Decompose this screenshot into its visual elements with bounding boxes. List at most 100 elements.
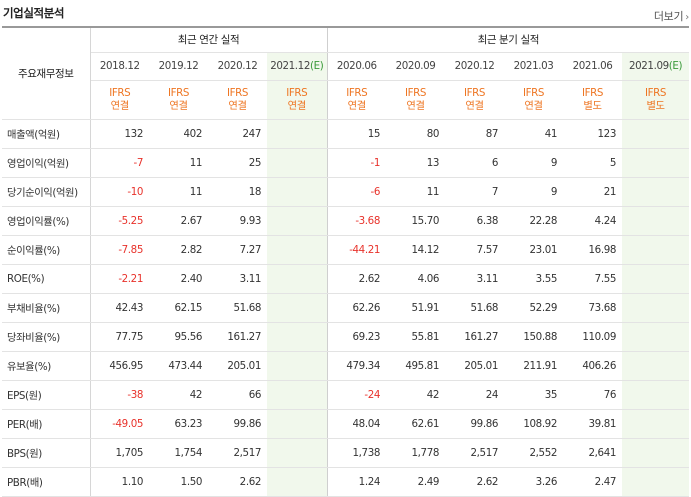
period-header: 2020.09 — [386, 51, 445, 81]
table-cell — [622, 322, 690, 352]
table-cell: 2.62 — [326, 264, 386, 294]
row-label: 유보율(%) — [2, 351, 91, 381]
table-cell: 108.92 — [504, 409, 563, 439]
table-cell: 473.44 — [149, 351, 208, 381]
annual-group-header: 최근 연간 실적 — [90, 27, 327, 53]
row-label: 당기순이익(억원) — [2, 177, 91, 207]
table-cell — [267, 380, 327, 410]
row-header-label: 주요재무정보 — [2, 27, 91, 120]
standard-line1: IFRS — [581, 86, 604, 99]
table-cell — [267, 409, 327, 439]
table-cell — [622, 235, 690, 265]
period-header: 2021.12(E) — [267, 51, 327, 81]
table-cell: 99.86 — [208, 409, 267, 439]
table-cell: 15 — [326, 119, 386, 149]
table-cell — [622, 177, 690, 207]
chevron-right-icon: › — [685, 12, 689, 23]
period-date: 2020.12 — [217, 60, 258, 72]
period-date: 2021.06 — [572, 60, 613, 72]
table-cell: -49.05 — [90, 409, 149, 439]
accounting-standard: IFRS 연결 — [90, 80, 149, 120]
accounting-standard: IFRS 연결 — [445, 80, 504, 120]
table-row: 영업이익률(%) -5.25 2.67 9.93 -3.68 15.70 6.38 22.28… — [2, 206, 690, 236]
table-cell: 1,738 — [326, 438, 386, 468]
standard-line1: IFRS — [404, 86, 427, 99]
standard-line1: IFRS — [645, 86, 667, 99]
row-label: 영업이익률(%) — [2, 206, 91, 236]
table-cell: -6 — [326, 177, 386, 207]
table-cell: 42 — [386, 380, 445, 410]
accounting-standard: IFRS 연결 — [149, 80, 208, 120]
table-cell: 4.06 — [386, 264, 445, 294]
table-cell: 15.70 — [386, 206, 445, 236]
table-cell — [622, 380, 690, 410]
more-label: 더보기 — [653, 10, 684, 23]
table-cell: 1.50 — [149, 467, 208, 497]
standard-line2: 별도 — [646, 99, 665, 112]
table-cell: 495.81 — [386, 351, 445, 381]
table-row: 당기순이익(억원) -10 11 18 -6 11 7 9 21 — [2, 177, 690, 207]
table-cell: 1.24 — [326, 467, 386, 497]
table-cell — [267, 467, 327, 497]
table-row: 영업이익(억원) -7 11 25 -1 13 6 9 5 — [2, 148, 690, 178]
table-cell: 7.57 — [445, 235, 504, 265]
table-cell: -2.21 — [90, 264, 149, 294]
table-cell: 9 — [504, 177, 563, 207]
standard-line2: 연결 — [110, 99, 130, 112]
table-cell — [622, 119, 690, 149]
table-cell: 9.93 — [208, 206, 267, 236]
period-header: 2020.12 — [445, 51, 504, 81]
table-cell: 7.55 — [563, 264, 622, 294]
table-cell: 39.81 — [563, 409, 622, 439]
period-header: 2021.03 — [504, 51, 563, 81]
table-cell: 69.23 — [326, 322, 386, 352]
period-date: 2018.12 — [99, 60, 140, 72]
accounting-standard: IFRS 연결 — [386, 80, 445, 120]
table-cell: 48.04 — [326, 409, 386, 439]
table-row: 당좌비율(%) 77.75 95.56 161.27 69.23 55.81 161.27 1… — [2, 322, 690, 352]
table-cell: 2,641 — [563, 438, 622, 468]
table-cell: 2.40 — [149, 264, 208, 294]
table-cell — [267, 264, 327, 294]
more-link[interactable]: 더보기 › — [654, 8, 689, 24]
table-cell: 11 — [386, 177, 445, 207]
table-cell: 18 — [208, 177, 267, 207]
header-standard-row: IFRS 연결 IFRS 연결 IFRS 연결 IFRS 연결 IFRS 연결 IFRS 연결 IFRS… — [2, 80, 690, 120]
table-cell: 110.09 — [563, 322, 622, 352]
row-label: EPS(원) — [2, 380, 91, 410]
table-cell — [267, 206, 327, 236]
accounting-standard: IFRS 연결 — [267, 80, 327, 120]
table-cell: 14.12 — [386, 235, 445, 265]
table-cell: 2.62 — [445, 467, 504, 497]
table-cell: 3.55 — [504, 264, 563, 294]
table-cell: 2.67 — [149, 206, 208, 236]
table-cell: 3.11 — [445, 264, 504, 294]
standard-line1: IFRS — [346, 86, 368, 99]
table-cell: 2,517 — [445, 438, 504, 468]
table-cell — [267, 293, 327, 323]
table-cell — [267, 438, 327, 468]
standard-line1: IFRS — [463, 86, 486, 99]
section-title: 기업실적분석 — [3, 6, 65, 20]
table-cell: 402 — [149, 119, 208, 149]
table-cell: 7 — [445, 177, 504, 207]
standard-line2: 연결 — [287, 99, 307, 112]
row-label: PBR(배) — [2, 467, 91, 497]
row-label: 영업이익(억원) — [2, 148, 91, 178]
table-cell: -38 — [90, 380, 149, 410]
table-cell: 6 — [445, 148, 504, 178]
row-label: 당좌비율(%) — [2, 322, 91, 352]
table-cell: 62.61 — [386, 409, 445, 439]
table-cell: 55.81 — [386, 322, 445, 352]
header-period-row: 2018.12 2019.12 2020.12 2021.12(E) 2020.06 20… — [2, 51, 690, 81]
table-cell: 1,778 — [386, 438, 445, 468]
period-date: 2019.12 — [158, 60, 199, 72]
table-cell: -44.21 — [326, 235, 386, 265]
standard-line1: IFRS — [109, 86, 131, 99]
table-cell: 22.28 — [504, 206, 563, 236]
standard-line2: 연결 — [406, 99, 425, 112]
standard-line2: 연결 — [465, 99, 484, 112]
table-cell — [622, 467, 690, 497]
table-cell: 42.43 — [90, 293, 149, 323]
accounting-standard: IFRS 별도 — [622, 80, 690, 120]
